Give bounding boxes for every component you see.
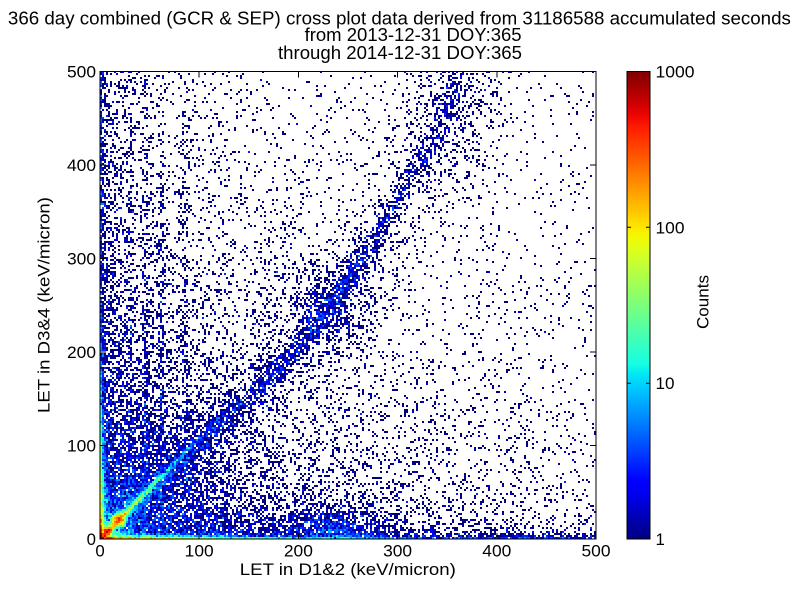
svg-text:500: 500	[67, 63, 96, 82]
svg-text:Counts: Counts	[694, 275, 713, 329]
svg-text:LET in D3&4 (keV/micron): LET in D3&4 (keV/micron)	[35, 197, 54, 413]
svg-text:366 day combined (GCR & SEP) c: 366 day combined (GCR & SEP) cross plot …	[8, 8, 791, 29]
svg-text:300: 300	[383, 542, 412, 561]
svg-text:100: 100	[67, 437, 96, 456]
svg-text:400: 400	[67, 156, 96, 175]
svg-text:0: 0	[95, 542, 104, 561]
svg-text:10: 10	[656, 374, 675, 393]
svg-text:1: 1	[656, 530, 665, 549]
svg-text:300: 300	[67, 250, 96, 269]
svg-text:0: 0	[87, 530, 96, 549]
svg-text:500: 500	[582, 542, 611, 561]
svg-text:through 2014-12-31 DOY:365: through 2014-12-31 DOY:365	[278, 42, 522, 63]
svg-text:400: 400	[482, 542, 511, 561]
svg-text:200: 200	[67, 343, 96, 362]
svg-text:100: 100	[656, 218, 685, 237]
svg-text:from 2013-12-31 DOY:365: from 2013-12-31 DOY:365	[305, 24, 522, 45]
svg-text:100: 100	[185, 542, 214, 561]
svg-text:LET in D1&2 (keV/micron): LET in D1&2 (keV/micron)	[240, 560, 456, 579]
svg-text:1000: 1000	[656, 63, 695, 82]
svg-text:200: 200	[284, 542, 313, 561]
